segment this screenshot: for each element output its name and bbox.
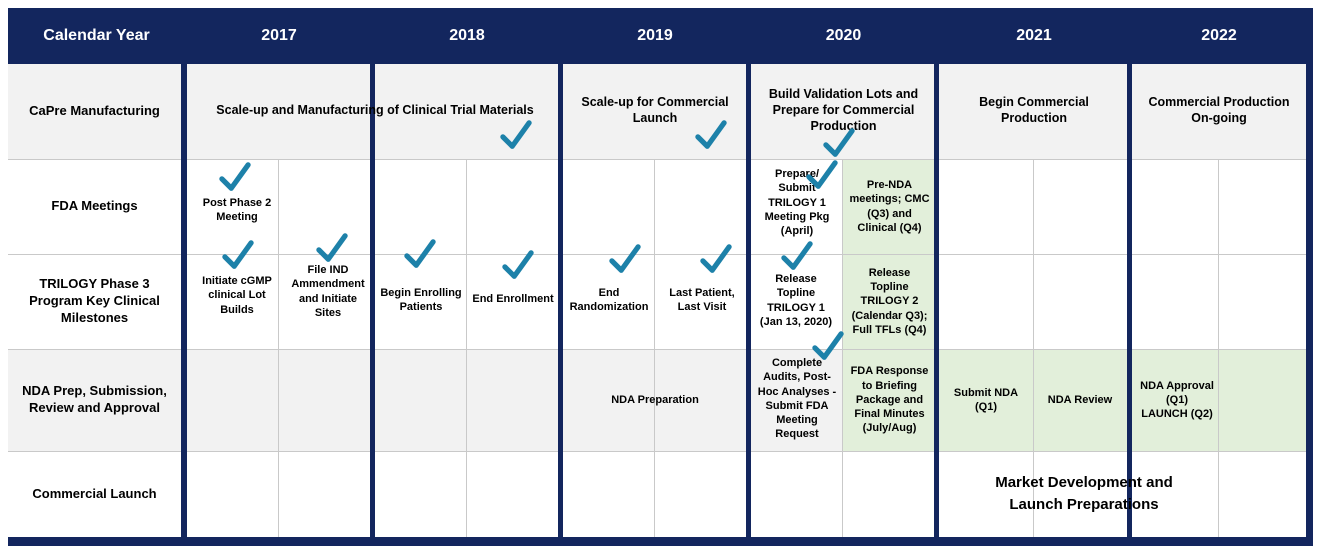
year-border-2019-2020 xyxy=(746,64,751,537)
row-band-trilogy xyxy=(8,254,1308,349)
checkmark-icon xyxy=(221,240,255,270)
milestone-post-phase-2-meeting: Post Phase 2 Meeting xyxy=(202,197,272,224)
milestone-scaleup-clinical-trial-materials: Scale-up and Manufacturing of Clinical T… xyxy=(216,102,534,117)
milestone-release-topline-trilogy1: Release Topline TRILOGY 1 (Jan 13, 2020) xyxy=(759,273,833,328)
divider-2018-mid xyxy=(466,159,467,537)
milestone-submit-nda-q1: Submit NDA (Q1) xyxy=(953,386,1019,413)
row-label-capre-manufacturing: CaPre Manufacturing xyxy=(29,103,160,119)
green-cell-fda-2020h2 xyxy=(843,159,936,254)
milestone-market-development: Market Development and Launch Preparatio… xyxy=(995,474,1173,513)
row-separator-3 xyxy=(8,349,1308,350)
checkmark-icon xyxy=(499,120,533,150)
year-label-2017: 2017 xyxy=(261,27,297,44)
green-cell-nda-2022 xyxy=(1132,349,1306,451)
year-border-2021-2022 xyxy=(1127,64,1132,537)
checkmark-icon xyxy=(608,244,642,274)
milestone-last-patient-last-visit: Last Patient, Last Visit xyxy=(669,287,735,314)
calendar-year-title: Calendar Year xyxy=(43,27,150,44)
year-border-2017-2018 xyxy=(370,64,375,537)
milestone-commercial-production-ongoing: Commercial Production On-going xyxy=(1148,94,1290,125)
milestone-complete-audits-posthoc: Complete Audits, Post- Hoc Analyses - Su… xyxy=(757,357,837,441)
year-label-2020: 2020 xyxy=(825,27,862,44)
checkmark-icon xyxy=(780,241,814,271)
row-band-launch xyxy=(8,451,1308,537)
row-separator-1 xyxy=(8,159,1308,160)
year-border-2020-2021 xyxy=(934,64,939,537)
checkmark-icon xyxy=(805,160,839,190)
year-label-2022: 2022 xyxy=(1201,27,1237,44)
milestone-release-topline-trilogy2: Release Topline TRILOGY 2 (Calendar Q3);… xyxy=(851,266,928,336)
divider-2020-mid xyxy=(842,159,843,537)
green-cell-trilogy-2020h2 xyxy=(843,254,936,349)
row-band-manufacturing xyxy=(8,64,1308,159)
year-label-2019: 2019 xyxy=(637,27,673,44)
row-label-nda-prep: NDA Prep, Submission, Review and Approva… xyxy=(22,383,167,415)
milestone-begin-enrolling-patients: Begin Enrolling Patients xyxy=(380,287,462,314)
milestone-initiate-cgmp-lot-builds: Initiate cGMP clinical Lot Builds xyxy=(202,275,272,316)
row-label-fda-meetings: FDA Meetings xyxy=(51,198,138,214)
year-border-labelcol xyxy=(181,64,187,537)
green-cell-nda-2020h2 xyxy=(843,349,936,451)
milestone-build-validation-lots: Build Validation Lots and Prepare for Co… xyxy=(768,86,919,134)
divider-2019-mid xyxy=(654,159,655,537)
checkmark-icon xyxy=(315,233,349,263)
row-separator-2 xyxy=(8,254,1308,255)
checkmark-icon xyxy=(822,128,856,158)
divider-2022-mid xyxy=(1218,159,1219,537)
milestone-begin-commercial-production: Begin Commercial Production xyxy=(979,94,1089,125)
milestone-nda-review: NDA Review xyxy=(1047,393,1113,406)
milestone-scaleup-commercial-launch: Scale-up for Commercial Launch xyxy=(581,94,729,125)
row-band-fda-meetings xyxy=(8,159,1308,254)
checkmark-icon xyxy=(811,331,845,361)
year-label-2021: 2021 xyxy=(1016,27,1052,44)
year-border-2018-2019 xyxy=(558,64,563,537)
divider-2017-mid xyxy=(278,159,279,537)
checkmark-icon xyxy=(699,244,733,274)
divider-2021-mid xyxy=(1033,159,1034,537)
milestone-file-ind-amendment: File IND Ammendment and Initiate Sites xyxy=(291,264,365,319)
checkmark-icon xyxy=(218,162,252,192)
calendar-year-header-bar xyxy=(8,8,1313,64)
checkmark-icon xyxy=(403,239,437,269)
milestone-end-randomization: End Randomization xyxy=(569,287,649,314)
milestone-end-enrollment: End Enrollment xyxy=(472,293,554,305)
bottom-border-bar xyxy=(8,537,1313,546)
year-label-2018: 2018 xyxy=(449,27,485,44)
milestone-nda-approval-launch: NDA Approval (Q1) LAUNCH (Q2) xyxy=(1140,379,1214,421)
milestone-nda-preparation: NDA Preparation xyxy=(611,393,699,406)
row-label-trilogy-milestones: TRILOGY Phase 3 Program Key Clinical Mil… xyxy=(29,276,160,325)
checkmark-icon xyxy=(694,120,728,150)
row-label-commercial-launch: Commercial Launch xyxy=(32,485,157,501)
row-separator-4 xyxy=(8,451,1308,452)
table-right-border xyxy=(1306,64,1313,537)
milestone-pre-nda-meetings: Pre-NDA meetings; CMC (Q3) and Clinical … xyxy=(849,178,930,234)
milestone-fda-response-briefing: FDA Response to Briefing Package and Fin… xyxy=(850,365,929,435)
checkmark-icon xyxy=(501,250,535,280)
